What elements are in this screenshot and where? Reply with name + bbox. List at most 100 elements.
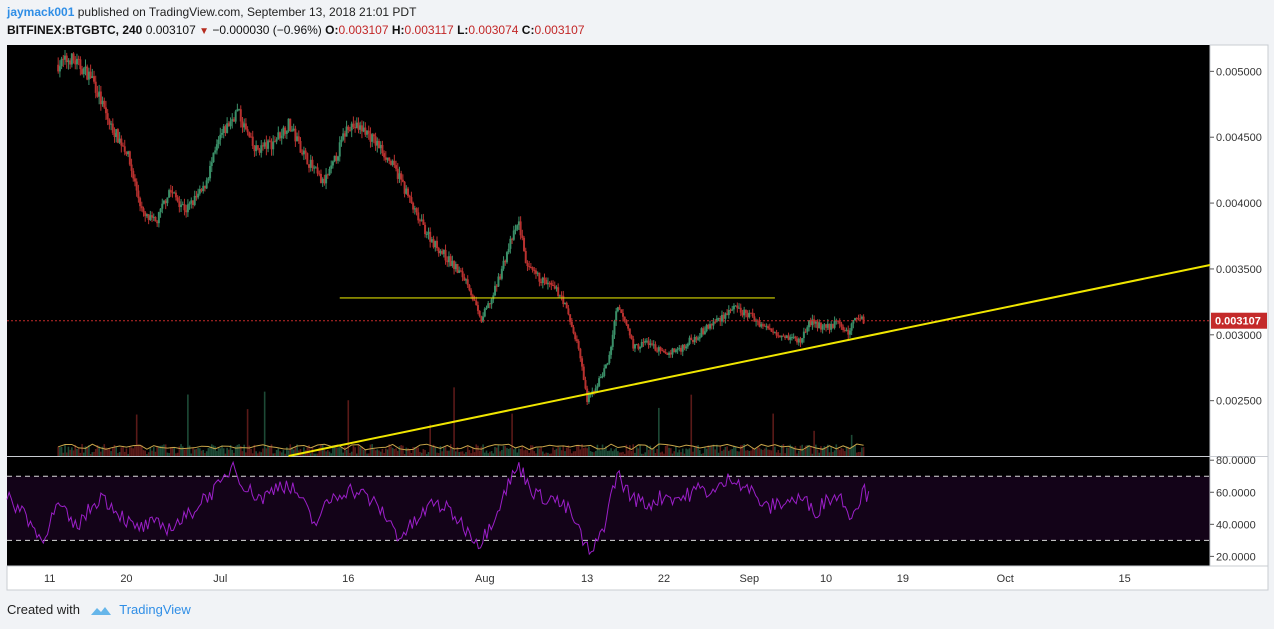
volume-bar (152, 446, 155, 456)
tradingview-brand-link[interactable]: TradingView (119, 602, 191, 617)
volume-bar (214, 446, 216, 456)
volume-bar (654, 452, 657, 456)
candle-body (855, 318, 858, 320)
volume-bar (495, 447, 498, 456)
volume-bar (794, 445, 797, 456)
volume-bar (461, 451, 464, 456)
candle-body (241, 121, 244, 128)
volume-bar (465, 452, 467, 456)
candle-body (197, 193, 200, 198)
volume-bar (291, 447, 293, 456)
candle-body (618, 307, 621, 310)
volume-bar (637, 448, 640, 456)
candle-body (217, 139, 220, 145)
volume-bar (323, 449, 326, 456)
volume-bar (760, 449, 763, 456)
candle-body (174, 192, 177, 198)
volume-bar (320, 444, 322, 456)
candle-body (796, 338, 799, 343)
volume-bar (545, 452, 548, 456)
volume-bar (632, 444, 635, 456)
candle-body (279, 132, 282, 139)
candle-body (108, 119, 111, 125)
candle-body (280, 135, 283, 139)
candle-body (321, 178, 324, 183)
candle-body (425, 234, 428, 236)
volume-bar (115, 446, 118, 456)
candle-body (623, 316, 626, 321)
volume-bar (835, 444, 838, 456)
volume-bar (567, 445, 570, 456)
volume-bar (842, 448, 844, 456)
volume-bar (89, 453, 92, 456)
volume-bar (857, 451, 860, 456)
volume-bar (791, 446, 793, 456)
candle-body (601, 375, 604, 377)
volume-bar (717, 452, 720, 456)
volume-bar (792, 447, 795, 456)
volume-bar (197, 447, 199, 456)
volume-bar (845, 446, 848, 456)
volume-bar (373, 449, 375, 456)
candle-body (536, 272, 539, 274)
candle-body (552, 285, 555, 287)
candle-body (852, 319, 855, 324)
candle-body (574, 333, 577, 340)
candle-body (227, 123, 230, 127)
volume-bar (185, 449, 187, 456)
volume-bar (456, 447, 459, 456)
last-price-value: 0.003107 (145, 23, 196, 37)
low-label: L: (457, 23, 469, 37)
volume-bar (687, 449, 689, 456)
candle-body (678, 347, 681, 349)
candle-body (454, 263, 457, 270)
chart-area[interactable]: 0.005000 0.004500 0.004000 0.003500 0.003000… (0, 0, 1274, 600)
volume-bar (96, 445, 99, 456)
volume-bar (825, 447, 827, 456)
volume-bar (236, 444, 239, 456)
candle-body (572, 327, 575, 334)
author-link[interactable]: jaymack001 (7, 5, 75, 19)
candle-body (268, 140, 271, 143)
volume-bar (504, 446, 507, 456)
volume-bar (642, 453, 645, 456)
candle-body (424, 224, 427, 235)
volume-bar (601, 444, 604, 456)
candle-body (543, 277, 546, 280)
candle-body (789, 337, 792, 340)
volume-bar (767, 449, 769, 456)
candle-body (804, 331, 807, 333)
volume-bar (490, 451, 493, 456)
volume-bar (738, 451, 740, 456)
volume-bar (758, 447, 761, 456)
volume-bar (716, 444, 718, 456)
candle-body (437, 248, 440, 254)
candle-body (328, 168, 331, 175)
candle-body (352, 123, 355, 128)
candle-body (581, 358, 584, 367)
volume-bar (502, 445, 505, 456)
volume-bar (292, 449, 295, 456)
candle-body (782, 335, 785, 337)
candle-body (377, 140, 380, 149)
volume-bar (282, 450, 285, 456)
volume-bar (796, 453, 798, 456)
candle-body (123, 146, 126, 152)
candle-body (767, 326, 770, 329)
volume-bar (91, 452, 94, 456)
volume-bar (180, 444, 182, 456)
volume-bar (463, 453, 466, 456)
volume-bar (422, 449, 425, 456)
candle-body (680, 347, 683, 352)
candle-body (309, 159, 312, 168)
volume-bar (241, 451, 244, 456)
candle-body (393, 160, 396, 166)
candle-body (453, 260, 456, 270)
volume-bar (265, 448, 268, 456)
candle-body (319, 173, 322, 183)
candle-body (567, 308, 570, 315)
candle-body (475, 300, 478, 306)
volume-bar (388, 444, 391, 456)
volume-bar (647, 449, 650, 456)
volume-bar (356, 453, 358, 456)
